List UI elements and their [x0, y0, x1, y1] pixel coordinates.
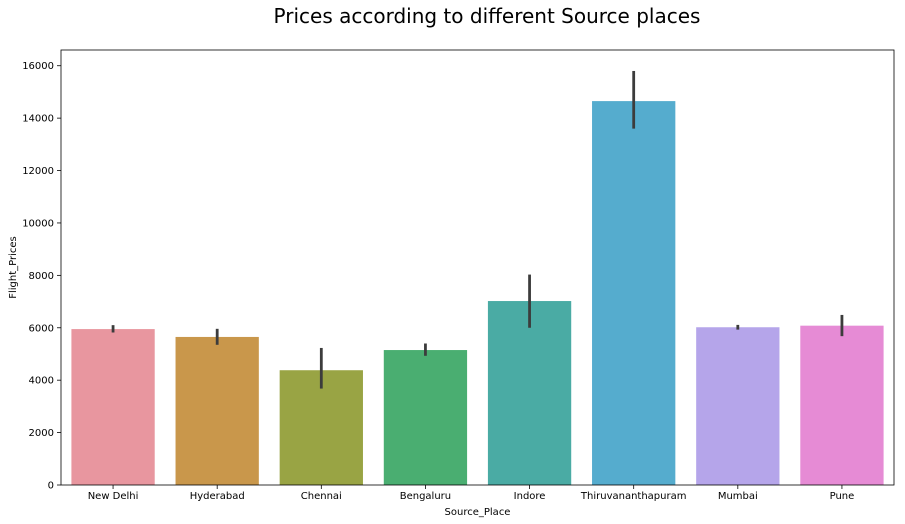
x-tick-label: New Delhi [88, 491, 139, 502]
y-tick-label: 16000 [22, 61, 54, 72]
x-axis: New Delhi Hyderabad Chennai Bengaluru Indore… [88, 485, 855, 502]
x-tick-label: Pune [830, 491, 855, 502]
bars-group [71, 101, 884, 485]
x-tick-label: Bengaluru [400, 491, 451, 502]
chart-title: Prices according to different Source pla… [274, 4, 701, 28]
bar-pune [800, 325, 884, 485]
bar-bengaluru [383, 350, 468, 485]
y-axis-label: Flight_Prices [8, 236, 19, 299]
y-tick-label: 8000 [29, 271, 54, 282]
bar-new-delhi [71, 329, 155, 485]
y-tick-label: 6000 [29, 323, 54, 334]
bar-chennai [279, 370, 363, 485]
bar-thiruvananthapuram [592, 101, 676, 485]
y-tick-label: 2000 [29, 428, 54, 439]
x-tick-label: Mumbai [718, 491, 758, 502]
bar-indore [487, 301, 572, 485]
x-tick-label: Thiruvananthapuram [580, 491, 687, 502]
bar-mumbai [696, 327, 780, 485]
y-tick-label: 0 [48, 481, 54, 492]
plot-frame [60, 49, 895, 486]
y-tick-label: 10000 [22, 218, 54, 229]
x-tick-label: Chennai [301, 491, 342, 502]
y-tick-label: 12000 [22, 166, 54, 177]
y-axis: 0 2000 4000 6000 8000 10000 12000 14000 16000 [22, 61, 61, 492]
bar-hyderabad [175, 336, 259, 485]
x-tick-label: Hyderabad [190, 491, 245, 502]
x-tick-label: Indore [514, 491, 546, 502]
x-axis-label: Source_Place [445, 507, 511, 518]
y-tick-label: 14000 [22, 114, 54, 125]
error-bars-group [111, 70, 844, 389]
y-tick-label: 4000 [29, 376, 54, 387]
